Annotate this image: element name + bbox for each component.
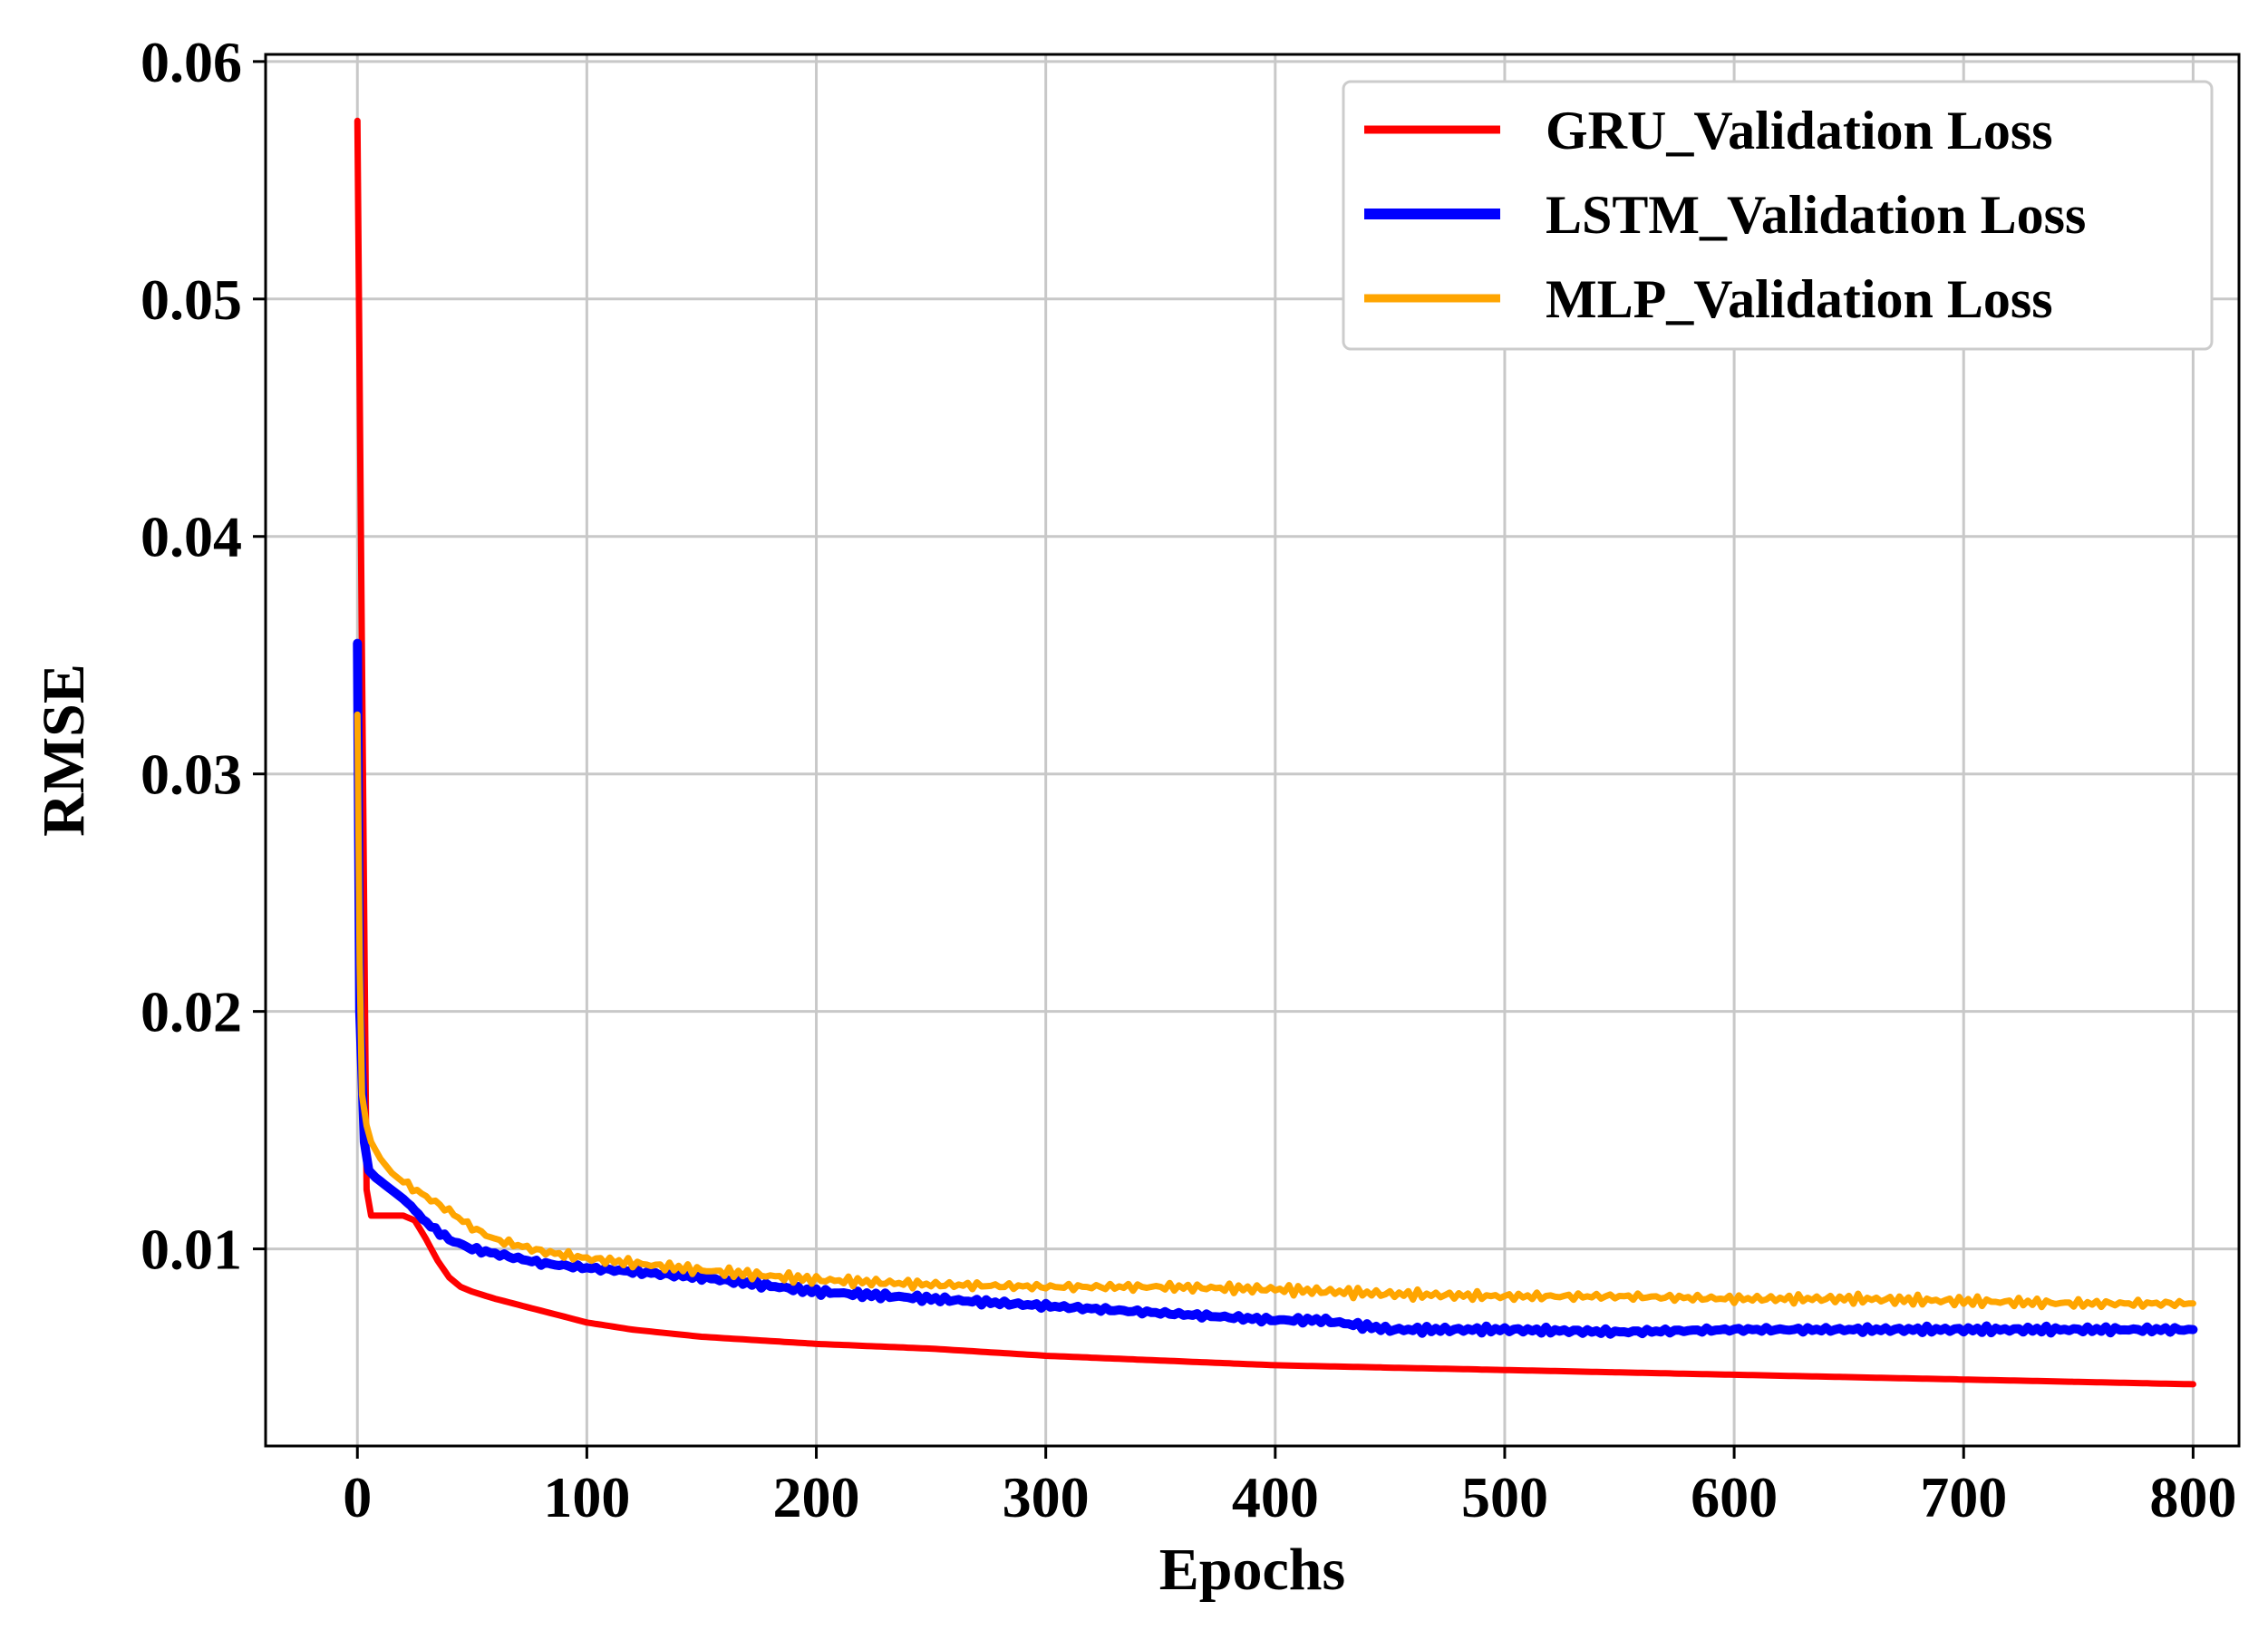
- series-line-gru: [354, 117, 2196, 1388]
- legend-label-gru: GRU_Validation Loss: [1546, 101, 2053, 160]
- y-axis-label: RMSE: [31, 664, 97, 837]
- plot-area-frame: [264, 53, 2241, 1448]
- x-tick-label: 700: [1920, 1465, 2007, 1529]
- y-tick-label: 0.01: [141, 1218, 242, 1282]
- x-tick-label: 500: [1461, 1465, 1548, 1529]
- x-tick-label: 400: [1232, 1465, 1319, 1529]
- series-line-mlp: [354, 711, 2196, 1311]
- x-tick-label: 300: [1003, 1465, 1090, 1529]
- y-tick-label: 0.03: [141, 742, 242, 807]
- legend: GRU_Validation Loss LSTM_Validation Loss…: [1342, 80, 2214, 351]
- legend-box: [1342, 80, 2214, 351]
- x-axis-label: Epochs: [1159, 1537, 1345, 1603]
- y-tick-label: 0.06: [141, 30, 242, 94]
- legend-label-mlp: MLP_Validation Loss: [1546, 269, 2053, 329]
- y-tick-label: 0.05: [141, 267, 242, 332]
- x-tick-label: 200: [773, 1465, 860, 1529]
- y-tick-label: 0.02: [141, 980, 242, 1044]
- series-lines: [353, 117, 2198, 1388]
- legend-label-lstm: LSTM_Validation Loss: [1546, 185, 2086, 245]
- x-tick-label: 600: [1691, 1465, 1778, 1529]
- series-line-lstm: [353, 638, 2198, 1339]
- axis-ticks: 0 100 200 300 400 500 600 700 800 0.01 0.02 0.03 0.0…: [141, 30, 2236, 1529]
- x-tick-label: 800: [2149, 1465, 2236, 1529]
- x-tick-label: 0: [343, 1465, 372, 1529]
- x-tick-label: 100: [543, 1465, 630, 1529]
- y-tick-label: 0.04: [141, 505, 242, 569]
